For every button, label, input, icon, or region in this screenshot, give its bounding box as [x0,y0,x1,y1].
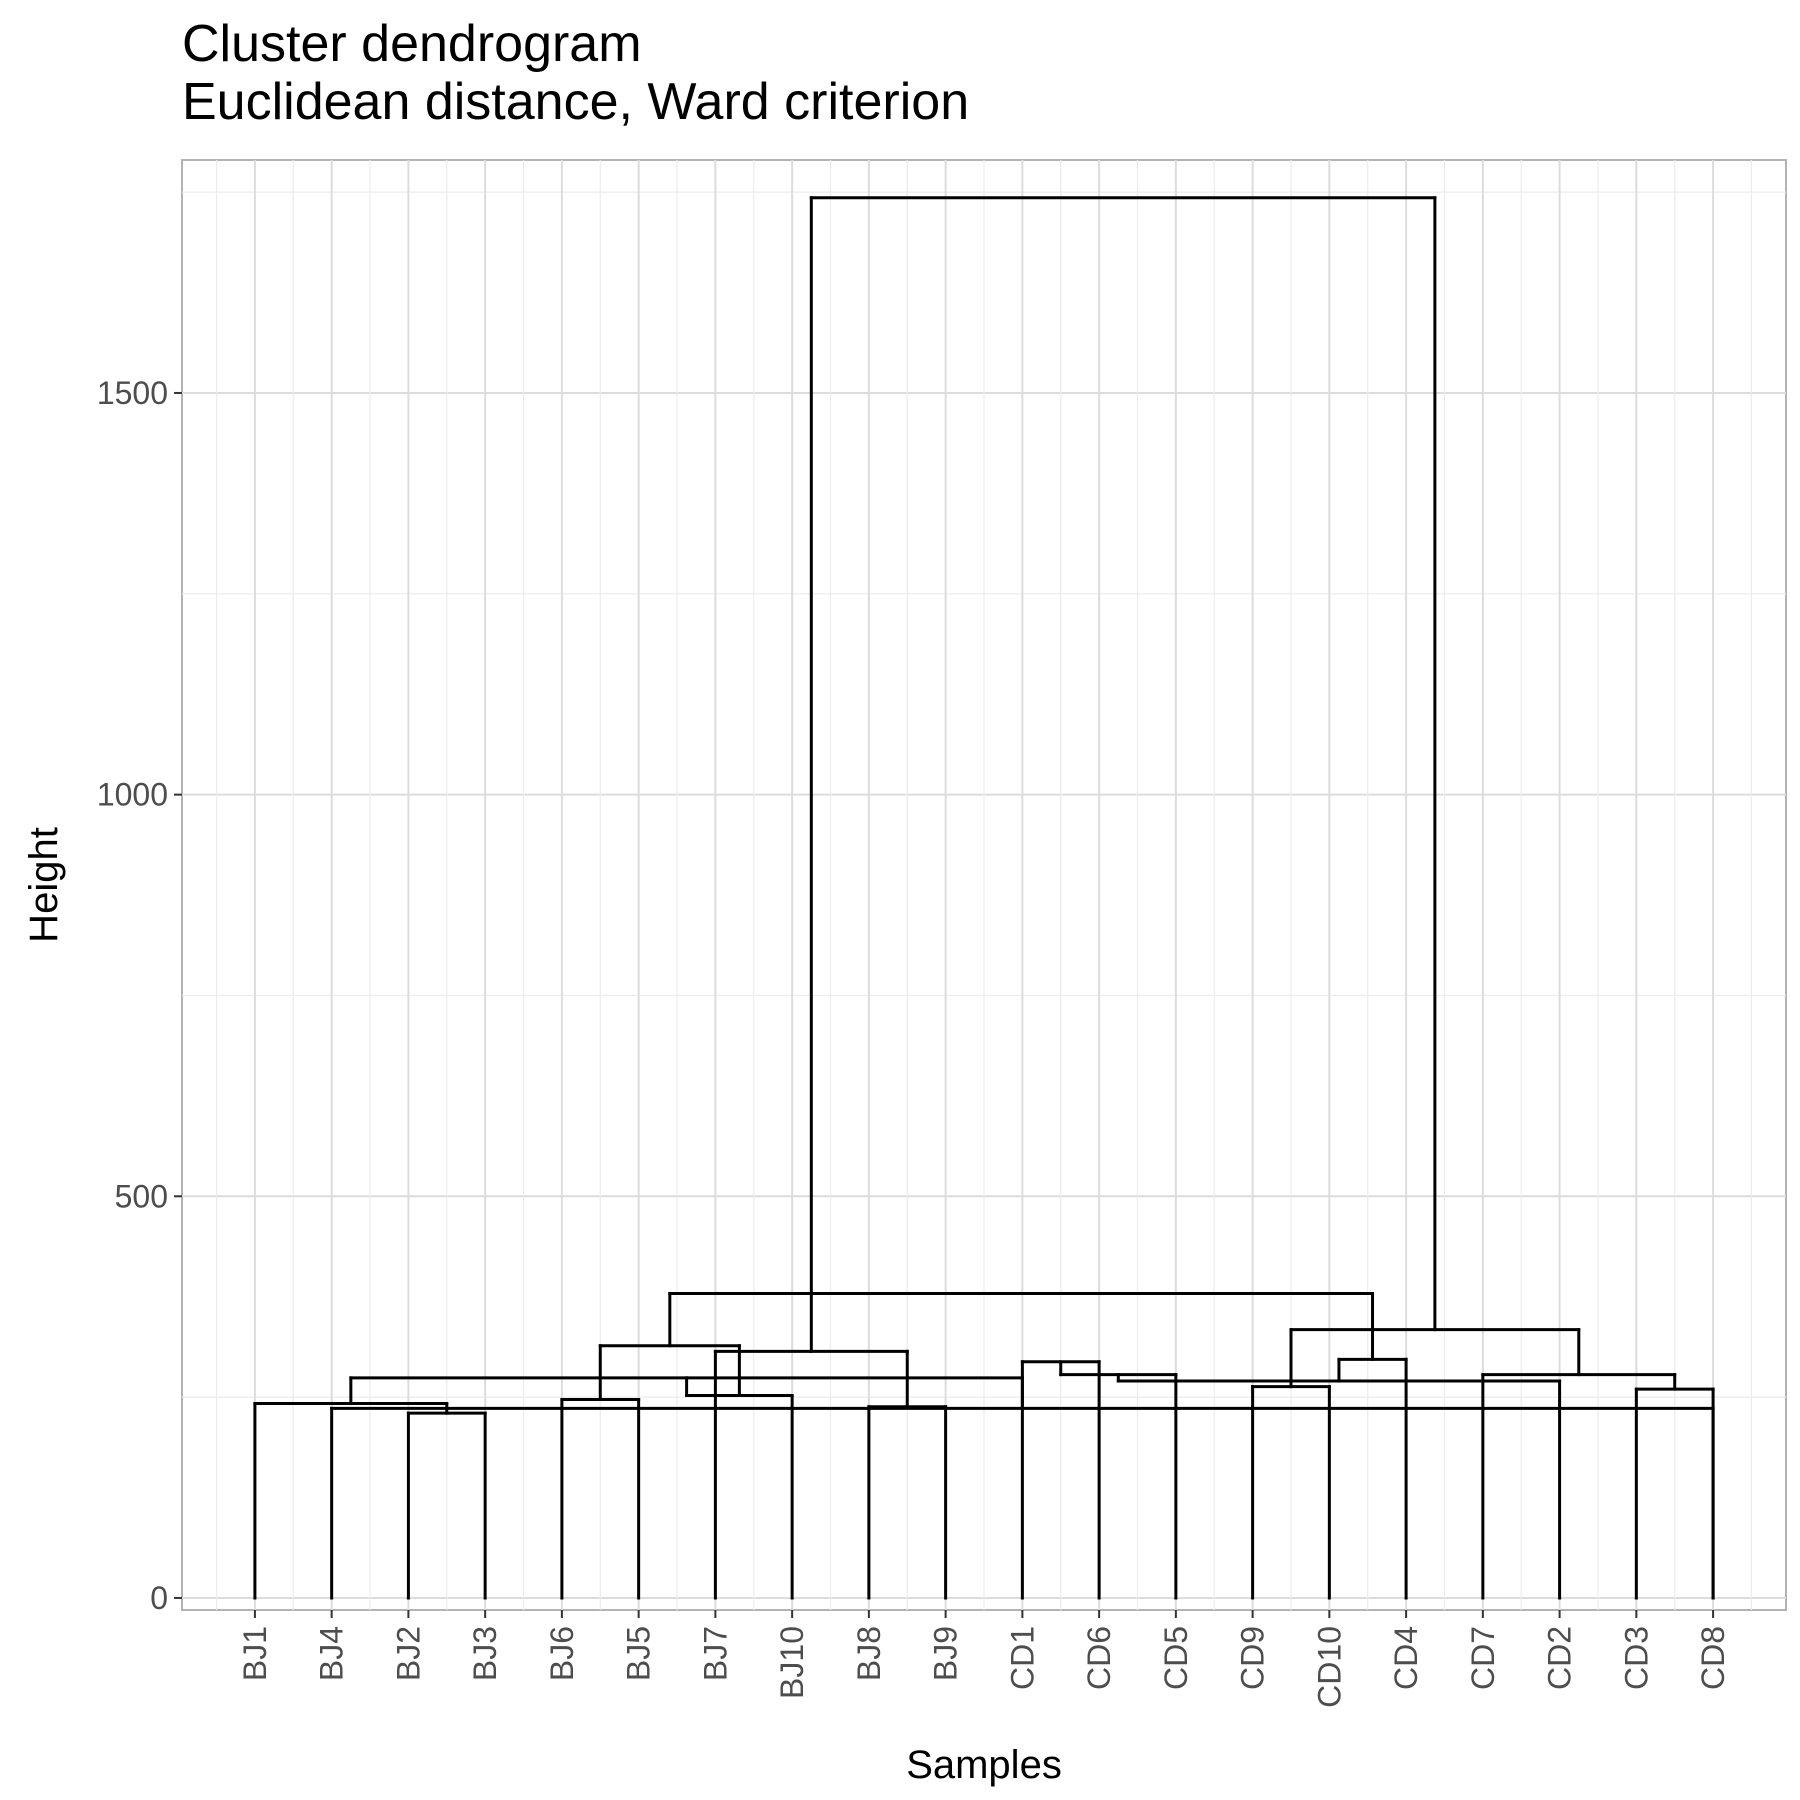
grid-lines [182,160,1786,1610]
leaf-label: BJ9 [928,1626,964,1681]
x-axis-title: Samples [906,1743,1062,1787]
leaf-label: CD1 [1004,1626,1040,1690]
y-axis-title: Height [22,827,66,943]
chart-title: Cluster dendrogram [182,15,642,73]
leaf-label: BJ4 [314,1626,350,1681]
leaf-label: BJ3 [467,1626,503,1681]
leaf-label: CD8 [1695,1626,1731,1690]
leaf-label: BJ10 [774,1626,810,1699]
leaf-label: BJ8 [851,1626,887,1681]
leaf-label: BJ1 [237,1626,273,1681]
leaf-label: CD10 [1311,1626,1347,1708]
leaf-label: CD6 [1081,1626,1117,1690]
leaf-label: BJ5 [621,1626,657,1681]
leaf-label: BJ7 [697,1626,733,1681]
leaf-label: BJ6 [544,1626,580,1681]
x-axis: BJ1 BJ4 BJ2 BJ3 BJ6 BJ5 BJ7 BJ10 BJ8 BJ9 CD1 CD6 CD5… [237,1610,1731,1708]
leaf-label: CD9 [1235,1626,1271,1690]
leaf-label: CD3 [1618,1626,1654,1690]
y-axis: 0 500 1000 1500 [97,375,182,1616]
y-tick-label: 0 [150,1580,168,1616]
y-tick-label: 1000 [97,777,168,813]
leaf-label: CD2 [1542,1626,1578,1690]
y-tick-label: 500 [115,1178,168,1214]
leaf-label: CD4 [1388,1626,1424,1690]
dendrogram-branches [253,196,1715,1600]
leaf-label: CD5 [1158,1626,1194,1690]
leaf-label: BJ2 [390,1626,426,1681]
y-tick-label: 1500 [97,375,168,411]
chart-subtitle: Euclidean distance, Ward criterion [182,73,970,131]
leaf-label: CD7 [1465,1626,1501,1690]
